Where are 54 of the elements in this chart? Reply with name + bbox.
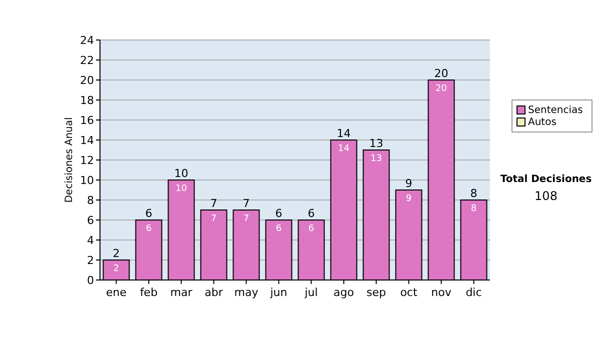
total-label: 6 (275, 207, 282, 220)
total-label: 6 (145, 207, 152, 220)
total-label: 7 (210, 197, 218, 210)
y-tick-label: 16 (80, 114, 94, 127)
y-tick-label: 10 (80, 174, 94, 187)
data-label: 9 (406, 194, 412, 204)
text: Total Decisiones (500, 174, 592, 185)
data-label: 10 (176, 184, 188, 194)
data-label: 7 (210, 214, 217, 224)
total-label: 8 (470, 187, 478, 200)
x-tick-label: jun (269, 286, 288, 299)
data-label: 2 (113, 264, 120, 274)
total-label: 14 (336, 127, 351, 140)
text: 108 (534, 189, 558, 203)
x-tick-label: nov (431, 286, 452, 299)
legend-label: Autos (528, 117, 556, 128)
y-tick-label: 6 (87, 214, 94, 227)
x-tick-label: dic (466, 286, 482, 299)
x-tick-label: mar (170, 286, 193, 299)
x-tick-label: jul (304, 286, 318, 299)
x-tick-label: oct (400, 286, 418, 299)
y-tick-label: 24 (80, 34, 94, 47)
total-label: 10 (174, 167, 188, 180)
data-label: 8 (470, 204, 477, 214)
total-label: 6 (308, 207, 315, 220)
y-tick-label: 4 (87, 234, 94, 247)
data-label: 20 (436, 84, 448, 94)
total-label: 13 (369, 137, 384, 150)
y-tick-label: 14 (80, 134, 94, 147)
x-tick-label: abr (204, 286, 224, 299)
total-label: 20 (434, 67, 448, 80)
data-label: 6 (146, 224, 152, 234)
data-label: 13 (370, 154, 382, 164)
y-tick-label: 18 (80, 94, 94, 107)
y-axis-title: Decisiones Anual (64, 117, 75, 203)
x-tick-label: ago (334, 286, 354, 299)
y-tick-label: 20 (80, 74, 94, 87)
data-label: 14 (338, 144, 350, 154)
data-label: 7 (243, 214, 250, 224)
legend-label: Sentencias (528, 105, 583, 116)
data-label: 6 (276, 224, 282, 234)
x-tick-label: sep (366, 286, 386, 299)
total-label: 7 (242, 197, 250, 210)
y-tick-label: 2 (87, 254, 94, 267)
x-tick-label: may (234, 286, 259, 299)
y-tick-label: 8 (87, 194, 94, 207)
x-tick-label: ene (106, 286, 127, 299)
total-label: 9 (405, 177, 412, 190)
data-label: 6 (308, 224, 314, 234)
y-tick-label: 22 (80, 54, 94, 67)
y-tick-label: 0 (87, 274, 94, 287)
total-label: 2 (112, 247, 120, 260)
y-tick-label: 12 (80, 154, 94, 167)
x-tick-label: feb (140, 286, 158, 299)
